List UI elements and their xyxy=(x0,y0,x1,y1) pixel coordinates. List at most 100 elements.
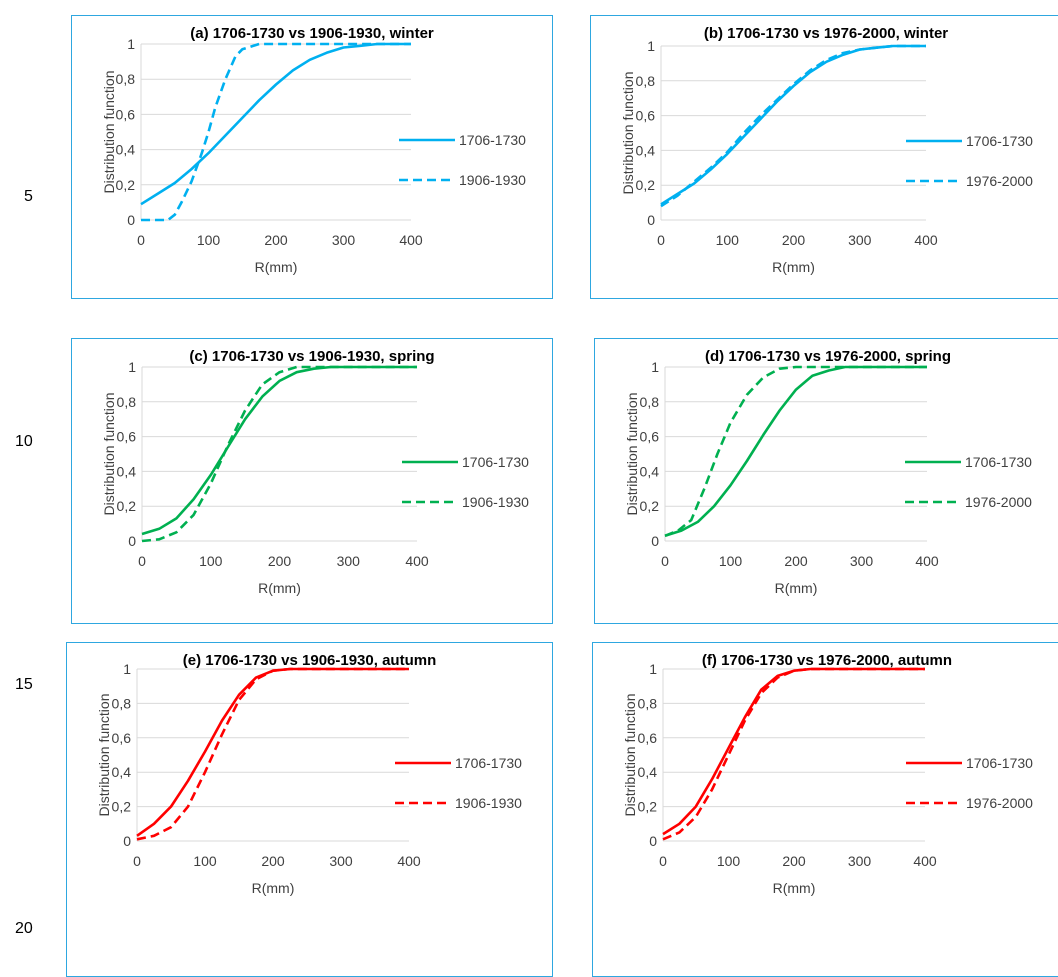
y-axis-label: Distribution function xyxy=(96,694,112,817)
series-line-1706-1730 xyxy=(662,667,925,836)
x-tick-label: 100 xyxy=(716,232,740,248)
x-tick-label: 200 xyxy=(268,553,292,569)
chart-title: (e) 1706-1730 vs 1906-1930, autumn xyxy=(183,652,436,669)
y-tick-label: 0,4 xyxy=(112,764,132,780)
y-tick-label: 0,8 xyxy=(112,695,132,711)
x-tick-label: 300 xyxy=(332,232,356,248)
chart-panel-b: (b) 1706-1730 vs 1976-2000, winter 0 0,2 0,… xyxy=(590,15,1058,299)
legend-label: 1906-1930 xyxy=(455,795,522,811)
chart-svg: (d) 1706-1730 vs 1976-2000, spring 0 0,2 0,… xyxy=(624,348,1032,596)
y-tick-label: 0,4 xyxy=(640,463,660,479)
y-tick-label: 1 xyxy=(123,661,131,677)
chart-svg: (a) 1706-1730 vs 1906-1930, winter 0 0,2 0,… xyxy=(101,25,526,275)
x-axis-label: R(mm) xyxy=(255,259,298,275)
x-tick-label: 200 xyxy=(264,232,288,248)
y-axis-label: Distribution function xyxy=(101,393,117,516)
series-line-1706-1730 xyxy=(664,365,927,538)
y-axis-label: Distribution function xyxy=(624,393,640,516)
y-tick-label: 0,8 xyxy=(116,71,136,87)
x-tick-label: 0 xyxy=(661,553,669,569)
y-tick-label: 0,2 xyxy=(112,799,132,815)
series-line-1906-1930 xyxy=(141,365,417,543)
x-tick-label: 100 xyxy=(717,853,741,869)
x-tick-label: 400 xyxy=(397,853,421,869)
x-tick-label: 200 xyxy=(782,853,806,869)
series-line-1706-1730 xyxy=(141,365,417,536)
x-axis-label: R(mm) xyxy=(775,580,818,596)
chart-panel-d: (d) 1706-1730 vs 1976-2000, spring 0 0,2 0,… xyxy=(594,338,1058,624)
series-line-1906-1930 xyxy=(136,667,409,841)
y-tick-label: 0 xyxy=(651,533,659,549)
x-tick-label: 100 xyxy=(719,553,743,569)
chart-svg: (c) 1706-1730 vs 1906-1930, spring 0 0,2 0,… xyxy=(101,348,529,596)
chart-title: (c) 1706-1730 vs 1906-1930, spring xyxy=(189,348,434,365)
legend-label: 1976-2000 xyxy=(966,173,1033,189)
series-line-1706-1730 xyxy=(140,42,411,206)
x-tick-label: 400 xyxy=(405,553,429,569)
y-tick-label: 0 xyxy=(649,833,657,849)
legend-label: 1706-1730 xyxy=(966,133,1033,149)
legend-label: 1906-1930 xyxy=(462,494,529,510)
x-axis-label: R(mm) xyxy=(258,580,301,596)
chart-panel-e: (e) 1706-1730 vs 1906-1930, autumn 0 0,2 0,… xyxy=(66,642,553,977)
y-tick-label: 0,4 xyxy=(638,764,658,780)
legend-label: 1706-1730 xyxy=(965,454,1032,470)
y-tick-label: 0,6 xyxy=(638,730,658,746)
x-tick-label: 0 xyxy=(133,853,141,869)
x-tick-label: 400 xyxy=(915,553,939,569)
x-tick-label: 0 xyxy=(657,232,665,248)
x-tick-label: 300 xyxy=(329,853,353,869)
legend-label: 1906-1930 xyxy=(459,172,526,188)
y-axis-label: Distribution function xyxy=(620,72,636,195)
x-tick-label: 100 xyxy=(199,553,223,569)
y-tick-label: 1 xyxy=(649,661,657,677)
y-tick-label: 0 xyxy=(647,212,655,228)
chart-panel-a: (a) 1706-1730 vs 1906-1930, winter 0 0,2 0,… xyxy=(71,15,553,299)
chart-svg: (f) 1706-1730 vs 1976-2000, autumn 0 0,2 0,… xyxy=(622,652,1033,896)
x-tick-label: 300 xyxy=(850,553,874,569)
y-tick-label: 0,6 xyxy=(636,108,656,124)
x-tick-label: 300 xyxy=(337,553,361,569)
chart-title: (f) 1706-1730 vs 1976-2000, autumn xyxy=(702,652,952,669)
y-tick-label: 0,4 xyxy=(636,142,656,158)
y-tick-label: 0,4 xyxy=(116,142,136,158)
legend-label: 1706-1730 xyxy=(462,454,529,470)
y-tick-label: 0,8 xyxy=(636,73,656,89)
y-tick-label: 0,2 xyxy=(638,799,658,815)
y-axis-label: Distribution function xyxy=(101,71,117,194)
x-axis-label: R(mm) xyxy=(772,259,815,275)
x-tick-label: 0 xyxy=(137,232,145,248)
line-number: 20 xyxy=(15,920,33,937)
chart-panel-f: (f) 1706-1730 vs 1976-2000, autumn 0 0,2 0,… xyxy=(592,642,1058,977)
y-tick-label: 0,6 xyxy=(640,429,660,445)
y-tick-label: 1 xyxy=(647,38,655,54)
y-tick-label: 1 xyxy=(128,359,136,375)
x-axis-label: R(mm) xyxy=(773,880,816,896)
y-tick-label: 1 xyxy=(127,36,135,52)
legend-label: 1976-2000 xyxy=(965,494,1032,510)
line-number: 15 xyxy=(15,676,33,693)
x-tick-label: 200 xyxy=(782,232,806,248)
y-tick-label: 0 xyxy=(128,533,136,549)
y-tick-label: 1 xyxy=(651,359,659,375)
x-tick-label: 100 xyxy=(193,853,217,869)
y-tick-label: 0,8 xyxy=(117,394,137,410)
y-tick-label: 0,8 xyxy=(638,695,658,711)
legend-label: 1706-1730 xyxy=(966,755,1033,771)
x-tick-label: 200 xyxy=(261,853,285,869)
series-line-1706-1730 xyxy=(136,667,409,837)
y-tick-label: 0,6 xyxy=(112,730,132,746)
line-number: 10 xyxy=(15,433,33,450)
y-tick-label: 0,2 xyxy=(117,498,137,514)
y-tick-label: 0,2 xyxy=(640,498,660,514)
x-tick-label: 300 xyxy=(848,232,872,248)
chart-svg: (e) 1706-1730 vs 1906-1930, autumn 0 0,2 0,… xyxy=(96,652,522,896)
x-tick-label: 0 xyxy=(659,853,667,869)
x-tick-label: 200 xyxy=(784,553,808,569)
chart-panel-c: (c) 1706-1730 vs 1906-1930, spring 0 0,2 0,… xyxy=(71,338,553,624)
y-tick-label: 0 xyxy=(123,833,131,849)
x-tick-label: 400 xyxy=(913,853,937,869)
legend-label: 1706-1730 xyxy=(459,132,526,148)
legend-label: 1706-1730 xyxy=(455,755,522,771)
x-tick-label: 0 xyxy=(138,553,146,569)
